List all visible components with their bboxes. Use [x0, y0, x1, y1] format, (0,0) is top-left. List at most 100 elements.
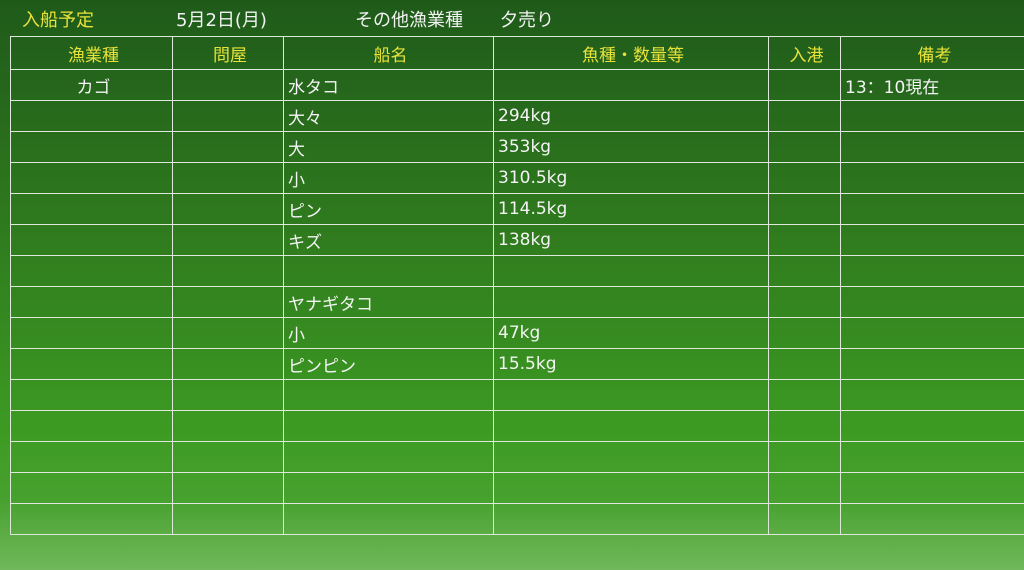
cell-arrival [768, 69, 841, 101]
cell-species-quantity: 114.5kg [493, 193, 769, 225]
cell-vessel-name [283, 410, 494, 442]
cell-species-quantity: 138kg [493, 224, 769, 256]
cell-fishery-type: カゴ [10, 69, 173, 101]
table-row [10, 410, 1024, 442]
cell-fishery-type [10, 224, 173, 256]
cell-vessel-name [283, 255, 494, 287]
cell-remarks [840, 224, 1024, 256]
cell-arrival [768, 131, 841, 163]
cell-remarks [840, 503, 1024, 535]
cell-arrival [768, 503, 841, 535]
cell-arrival [768, 193, 841, 225]
cell-remarks [840, 441, 1024, 473]
cell-species-quantity [493, 441, 769, 473]
table-row [10, 379, 1024, 411]
cell-wholesaler [172, 472, 284, 504]
cell-arrival [768, 410, 841, 442]
cell-species-quantity [493, 255, 769, 287]
column-wholesaler: 問屋 [172, 36, 284, 70]
cell-arrival [768, 224, 841, 256]
cell-vessel-name: 水タコ [283, 69, 494, 101]
cell-wholesaler [172, 441, 284, 473]
cell-remarks [840, 410, 1024, 442]
cell-remarks [840, 379, 1024, 411]
cell-remarks [840, 193, 1024, 225]
cell-fishery-type [10, 317, 173, 349]
cell-wholesaler [172, 193, 284, 225]
cell-arrival [768, 317, 841, 349]
cell-species-quantity: 294kg [493, 100, 769, 132]
cell-wholesaler [172, 69, 284, 101]
cell-wholesaler [172, 100, 284, 132]
table-row [10, 503, 1024, 535]
cell-fishery-type [10, 131, 173, 163]
table-row: ピン 114.5kg [10, 193, 1024, 225]
column-remarks: 備考 [840, 36, 1024, 70]
cell-species-quantity [493, 472, 769, 504]
cell-fishery-type [10, 348, 173, 380]
cell-remarks [840, 162, 1024, 194]
table-row: 小 47kg [10, 317, 1024, 349]
cell-fishery-type [10, 503, 173, 535]
cell-fishery-type [10, 286, 173, 318]
cell-species-quantity: 47kg [493, 317, 769, 349]
board-title: 入船予定 [22, 10, 94, 31]
cell-fishery-type [10, 100, 173, 132]
cell-wholesaler [172, 410, 284, 442]
board-date: 5月2日(月) [176, 10, 267, 31]
cell-arrival [768, 286, 841, 318]
cell-fishery-type [10, 379, 173, 411]
cell-arrival [768, 472, 841, 504]
cell-vessel-name: 小 [283, 162, 494, 194]
column-fishery-type: 漁業種 [10, 36, 173, 70]
cell-remarks [840, 348, 1024, 380]
cell-vessel-name: ピンピン [283, 348, 494, 380]
cell-vessel-name [283, 379, 494, 411]
cell-wholesaler [172, 286, 284, 318]
cell-remarks [840, 472, 1024, 504]
cell-fishery-type [10, 441, 173, 473]
cell-vessel-name: キズ [283, 224, 494, 256]
cell-wholesaler [172, 317, 284, 349]
board-category: その他漁業種 [355, 10, 463, 31]
table-row: 小 310.5kg [10, 162, 1024, 194]
cell-remarks [840, 317, 1024, 349]
cell-arrival [768, 348, 841, 380]
cell-vessel-name [283, 441, 494, 473]
arrival-table: 漁業種 問屋 船名 魚種・数量等 入港 備考 カゴ 水タコ 13：10現在大々 294kg 大 35… [10, 36, 1024, 535]
cell-species-quantity: 353kg [493, 131, 769, 163]
cell-wholesaler [172, 224, 284, 256]
board-session: 夕売り [500, 10, 554, 31]
cell-remarks [840, 131, 1024, 163]
table-row: カゴ 水タコ 13：10現在 [10, 69, 1024, 101]
cell-fishery-type [10, 255, 173, 287]
cell-wholesaler [172, 131, 284, 163]
table-row: ピンピン 15.5kg [10, 348, 1024, 380]
cell-vessel-name: ヤナギタコ [283, 286, 494, 318]
cell-species-quantity [493, 503, 769, 535]
cell-arrival [768, 162, 841, 194]
cell-species-quantity [493, 379, 769, 411]
board-header: 入船予定 5月2日(月) その他漁業種 夕売り [0, 0, 1024, 36]
table-row: 大 353kg [10, 131, 1024, 163]
cell-remarks: 13：10現在 [840, 69, 1024, 101]
cell-species-quantity [493, 410, 769, 442]
cell-arrival [768, 441, 841, 473]
column-arrival: 入港 [768, 36, 841, 70]
cell-species-quantity: 310.5kg [493, 162, 769, 194]
table-body: カゴ 水タコ 13：10現在大々 294kg 大 353kg 小 310.5kg ピン 114.5… [10, 69, 1024, 535]
cell-species-quantity: 15.5kg [493, 348, 769, 380]
cell-species-quantity [493, 69, 769, 101]
table-row: キズ 138kg [10, 224, 1024, 256]
cell-remarks [840, 255, 1024, 287]
cell-vessel-name: ピン [283, 193, 494, 225]
cell-vessel-name [283, 503, 494, 535]
table-header-row: 漁業種 問屋 船名 魚種・数量等 入港 備考 [10, 36, 1024, 70]
cell-vessel-name: 大々 [283, 100, 494, 132]
cell-fishery-type [10, 193, 173, 225]
cell-fishery-type [10, 410, 173, 442]
cell-remarks [840, 100, 1024, 132]
cell-wholesaler [172, 255, 284, 287]
column-vessel-name: 船名 [283, 36, 494, 70]
cell-fishery-type [10, 472, 173, 504]
